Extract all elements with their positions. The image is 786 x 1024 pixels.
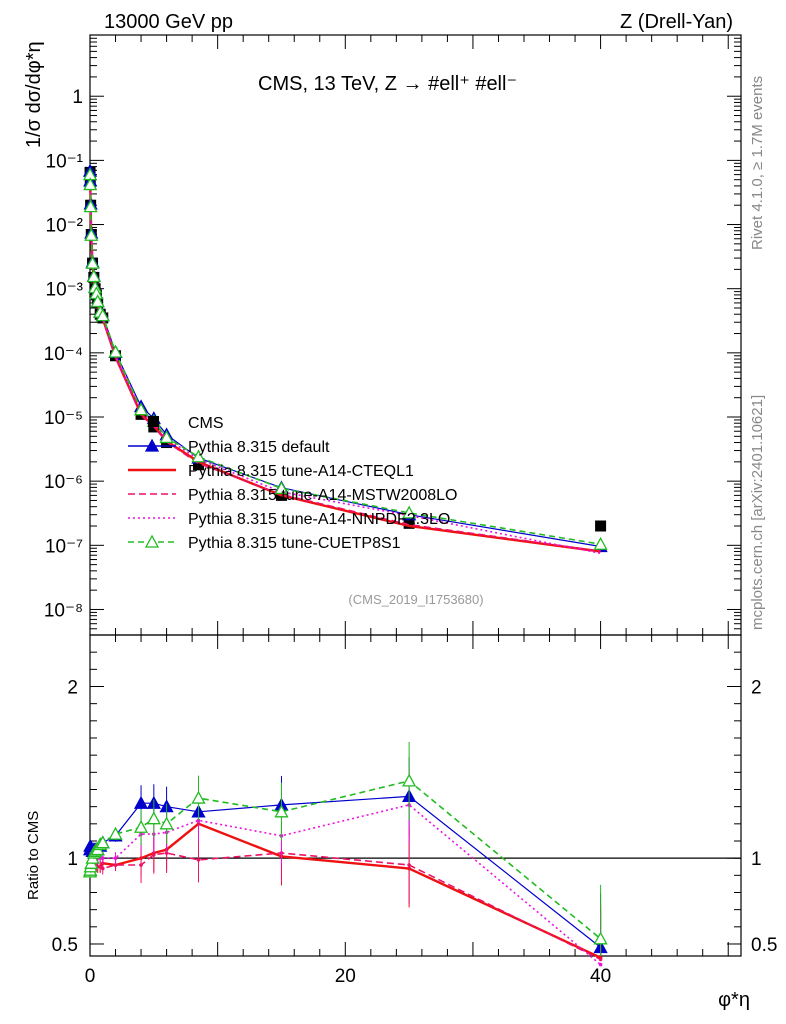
rivet-version-label: Rivet 4.1.0, ≥ 1.7M events xyxy=(749,76,766,250)
legend-label-nnpdf: Pythia 8.315 tune-A14-NNPDF2.3LO xyxy=(188,511,450,528)
ratio-y-tick-label-right: 2 xyxy=(751,677,762,698)
ratio-point-cuetp8s1 xyxy=(593,931,608,945)
analysis-tag: (CMS_2019_I1753680) xyxy=(348,592,483,607)
ratio-point-cuetp8s1 xyxy=(108,826,123,840)
main-y-tick-label: 10⁻⁴ xyxy=(44,344,83,365)
main-series-point-cuetp8s1 xyxy=(83,199,98,213)
main-y-tick-label: 10⁻² xyxy=(46,216,84,237)
cms-data-point xyxy=(595,520,607,532)
chart-title: CMS, 13 TeV, Z → #ell⁺ #ell⁻ xyxy=(258,73,517,95)
main-series-point-cuetp8s1 xyxy=(108,344,123,358)
ratio-point-default xyxy=(133,795,149,809)
main-y-axis-title: 1/σ dσ/dφ*η xyxy=(23,41,45,148)
x-axis-title: φ*η xyxy=(718,989,750,1011)
ratio-y-tick-label-right: 0.5 xyxy=(751,935,777,956)
ratio-y-tick-label-right: 1 xyxy=(751,849,762,870)
ratio-y-axis-title: Ratio to CMS xyxy=(25,811,42,900)
main-series-point-cuetp8s1 xyxy=(85,255,100,269)
ratio-point-mstw xyxy=(598,957,603,962)
ratio-point-cuetp8s1 xyxy=(191,790,206,804)
x-tick-label: 0 xyxy=(85,966,96,987)
header-process-label: Z (Drell-Yan) xyxy=(620,11,733,33)
legend-marker-cms xyxy=(148,416,159,427)
main-series-point-cuetp8s1 xyxy=(274,481,289,495)
legend-label-cteql1: Pythia 8.315 tune-A14-CTEQL1 xyxy=(188,463,414,480)
main-y-tick-label: 10⁻⁶ xyxy=(44,472,83,493)
main-series-point-cuetp8s1 xyxy=(86,269,101,283)
main-series-point-cuetp8s1 xyxy=(95,308,110,322)
legend-label-default: Pythia 8.315 default xyxy=(188,439,330,456)
main-series-point-cuetp8s1 xyxy=(133,402,149,416)
main-y-tick-label: 10⁻⁸ xyxy=(44,600,83,621)
legend-label-cuetp8s1: Pythia 8.315 tune-CUETP8S1 xyxy=(188,535,401,552)
ratio-point-cuetp8s1 xyxy=(133,819,149,833)
main-series-point-cuetp8s1 xyxy=(593,536,608,550)
main-y-tick-label: 10⁻⁵ xyxy=(44,408,83,429)
ratio-point-cuetp8s1 xyxy=(159,816,174,830)
main-series-point-cuetp8s1 xyxy=(159,430,174,444)
main-plot-series xyxy=(82,163,608,555)
main-y-tick-label: 1 xyxy=(72,87,83,108)
ratio-point-cuetp8s1 xyxy=(402,773,417,787)
ratio-point-mstw xyxy=(98,864,103,869)
main-y-tick-label: 10⁻⁷ xyxy=(45,536,83,557)
ratio-y-tick-label-left: 1 xyxy=(67,849,78,870)
x-tick-label: 40 xyxy=(590,966,611,987)
ratio-point-mstw xyxy=(407,863,411,867)
ratio-point-nnpdf xyxy=(113,856,118,860)
ratio-y-tick-label-left: 0.5 xyxy=(52,935,78,956)
ratio-point-mstw xyxy=(196,858,201,862)
main-y-tick-label: 10⁻¹ xyxy=(46,151,84,172)
main-series-point-cuetp8s1 xyxy=(90,294,105,308)
x-tick-label: 20 xyxy=(335,966,356,987)
ratio-point-cuetp8s1 xyxy=(146,811,161,825)
ratio-point-nnpdf xyxy=(100,856,105,860)
cms-data-point xyxy=(193,459,204,471)
ratio-point-mstw xyxy=(152,852,156,857)
legend-label-cms: CMS xyxy=(188,415,224,432)
ratio-point-cuetp8s1 xyxy=(95,835,110,849)
ratio-point-mstw xyxy=(164,851,169,855)
cms-data-point xyxy=(403,517,415,529)
main-series-point-cuetp8s1 xyxy=(83,177,98,191)
ratio-point-mstw xyxy=(113,863,118,867)
main-y-tick-label: 10⁻³ xyxy=(46,280,84,301)
header-beam-label: 13000 GeV pp xyxy=(104,11,233,33)
main-series-point-cuetp8s1 xyxy=(84,227,99,241)
ratio-plot-series xyxy=(82,741,608,967)
mcplots-credit-label: mcplots.cern.ch [arXiv:2401.10621] xyxy=(749,395,766,630)
ratio-point-nnpdf xyxy=(598,962,603,967)
ratio-plot-frame xyxy=(89,634,742,957)
legend-marker-default xyxy=(144,438,160,452)
main-series-point-cuetp8s1 xyxy=(191,449,206,463)
legend: CMS Pythia 8.315 default Pythia 8.315 tune… xyxy=(128,415,457,552)
ratio-point-cuetp8s1 xyxy=(274,804,289,818)
ratio-point-mstw xyxy=(139,863,143,867)
ratio-y-tick-label-left: 2 xyxy=(67,677,78,698)
ratio-point-mstw xyxy=(100,866,105,871)
main-series-point-cuetp8s1 xyxy=(402,505,417,519)
legend-label-mstw: Pythia 8.315 tune-A14-MSTW2008LO xyxy=(188,487,457,504)
legend-marker-cuetp8s1 xyxy=(144,534,160,548)
